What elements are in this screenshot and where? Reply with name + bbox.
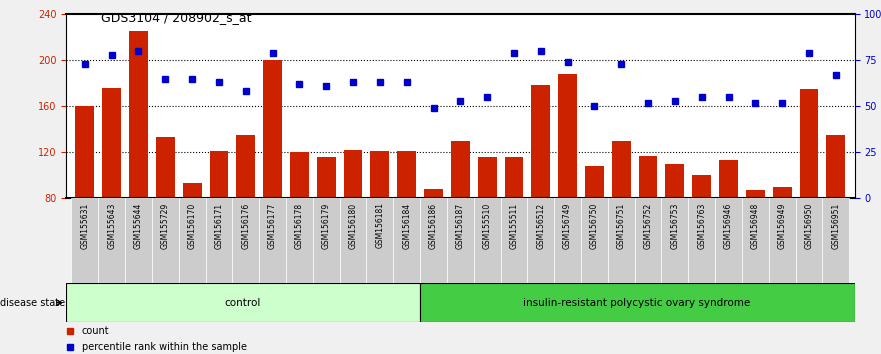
Bar	[500, 198, 528, 283]
Bar	[796, 198, 822, 283]
Bar	[742, 198, 769, 283]
Text: GSM156180: GSM156180	[349, 202, 358, 249]
Bar	[286, 198, 313, 283]
Text: GSM155644: GSM155644	[134, 202, 143, 249]
Bar	[179, 198, 205, 283]
Bar	[313, 198, 340, 283]
Bar	[290, 152, 309, 290]
Bar	[210, 151, 228, 290]
Bar	[559, 74, 577, 290]
Bar	[769, 198, 796, 283]
Bar	[581, 198, 608, 283]
Text: GSM156946: GSM156946	[724, 202, 733, 249]
Bar	[715, 198, 742, 283]
Bar	[719, 160, 738, 290]
Bar	[152, 198, 179, 283]
Text: GSM156949: GSM156949	[778, 202, 787, 249]
Text: GSM156752: GSM156752	[643, 202, 653, 249]
Text: GSM156187: GSM156187	[455, 202, 465, 249]
Text: GSM155631: GSM155631	[80, 202, 89, 249]
Bar	[424, 189, 443, 290]
Bar	[71, 198, 99, 283]
Text: GSM156177: GSM156177	[268, 202, 278, 249]
Bar	[397, 151, 416, 290]
Bar	[156, 137, 174, 290]
Bar	[263, 60, 282, 290]
Text: percentile rank within the sample: percentile rank within the sample	[82, 342, 247, 352]
Bar	[317, 157, 336, 290]
Bar	[130, 32, 148, 290]
Bar	[692, 175, 711, 290]
Text: GSM156184: GSM156184	[403, 202, 411, 249]
Text: GSM155729: GSM155729	[161, 202, 170, 249]
Bar	[826, 135, 845, 290]
Text: insulin-resistant polycystic ovary syndrome: insulin-resistant polycystic ovary syndr…	[523, 298, 751, 308]
Bar	[822, 198, 849, 283]
Bar	[800, 89, 818, 290]
Text: GSM155511: GSM155511	[509, 202, 518, 249]
Bar	[447, 198, 474, 283]
Bar	[102, 88, 121, 290]
Bar	[639, 156, 657, 290]
Text: count: count	[82, 326, 109, 336]
Bar	[205, 198, 233, 283]
Bar	[420, 198, 447, 283]
Text: GSM156176: GSM156176	[241, 202, 250, 249]
Text: GSM156951: GSM156951	[832, 202, 840, 249]
Bar	[634, 198, 662, 283]
Bar	[344, 150, 362, 290]
Bar	[662, 198, 688, 283]
Text: GSM156186: GSM156186	[429, 202, 438, 249]
Text: GSM156751: GSM156751	[617, 202, 626, 249]
Bar	[554, 198, 581, 283]
Text: GSM155643: GSM155643	[107, 202, 116, 249]
Text: GSM156178: GSM156178	[295, 202, 304, 249]
Text: GSM156763: GSM156763	[697, 202, 707, 249]
Bar	[585, 166, 603, 290]
Bar	[531, 85, 550, 290]
Bar	[528, 198, 554, 283]
Bar	[478, 157, 497, 290]
Bar	[393, 198, 420, 283]
Text: GDS3104 / 208902_s_at: GDS3104 / 208902_s_at	[101, 11, 252, 24]
Text: GSM156749: GSM156749	[563, 202, 572, 249]
Bar	[66, 283, 419, 322]
Text: GSM156181: GSM156181	[375, 202, 384, 249]
Bar	[608, 198, 634, 283]
Text: control: control	[225, 298, 261, 308]
Bar	[419, 283, 855, 322]
Text: GSM156171: GSM156171	[214, 202, 224, 249]
Text: GSM156750: GSM156750	[590, 202, 599, 249]
Text: GSM156170: GSM156170	[188, 202, 196, 249]
Bar	[76, 106, 94, 290]
Bar	[182, 183, 202, 290]
Text: disease state: disease state	[0, 298, 65, 308]
Text: GSM155510: GSM155510	[483, 202, 492, 249]
Bar	[474, 198, 500, 283]
Bar	[505, 157, 523, 290]
Text: GSM156950: GSM156950	[804, 202, 813, 249]
Bar	[371, 151, 389, 290]
Bar	[233, 198, 259, 283]
Bar	[366, 198, 393, 283]
Bar	[99, 198, 125, 283]
Bar	[773, 187, 791, 290]
Text: GSM156753: GSM156753	[670, 202, 679, 249]
Bar	[665, 164, 685, 290]
Bar	[688, 198, 715, 283]
Text: GSM156948: GSM156948	[751, 202, 759, 249]
Bar	[125, 198, 152, 283]
Bar	[340, 198, 366, 283]
Bar	[746, 190, 765, 290]
Text: GSM156179: GSM156179	[322, 202, 330, 249]
Bar	[236, 135, 255, 290]
Bar	[259, 198, 286, 283]
Text: GSM156512: GSM156512	[537, 202, 545, 249]
Bar	[611, 141, 631, 290]
Bar	[451, 141, 470, 290]
